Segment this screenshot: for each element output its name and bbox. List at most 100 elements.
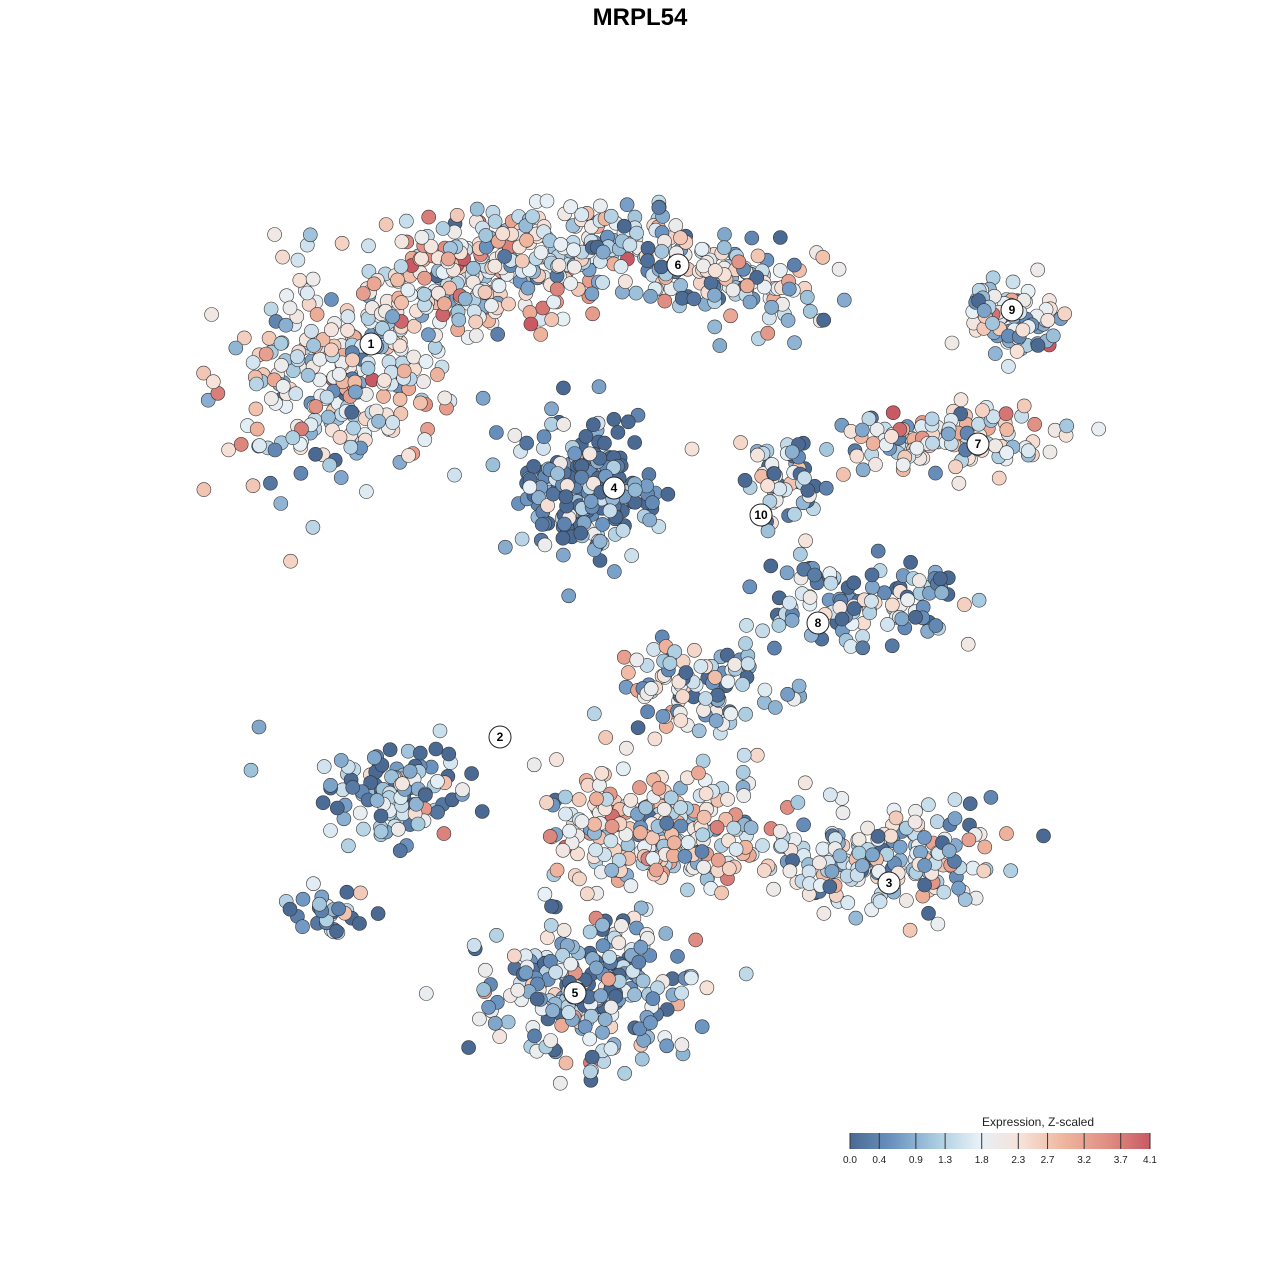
cell-point	[544, 312, 560, 327]
cell-point	[620, 665, 636, 680]
cluster-label-badge	[563, 981, 587, 1005]
cell-point	[373, 808, 389, 824]
cell-point	[345, 780, 361, 795]
cell-point	[755, 623, 770, 639]
cell-point	[363, 775, 378, 791]
cell-point	[907, 814, 923, 830]
cluster-label-1: 1	[359, 332, 383, 356]
cell-point	[846, 575, 862, 591]
cell-point	[549, 281, 565, 297]
cell-point	[1016, 398, 1032, 414]
cell-point	[633, 825, 648, 841]
cell-point	[731, 254, 747, 270]
cell-point	[545, 1003, 561, 1019]
cell-point	[802, 590, 818, 605]
cell-point	[571, 792, 587, 807]
legend-tick-label: 2.3	[1011, 1155, 1025, 1166]
cell-point	[324, 322, 339, 338]
cell-point	[647, 731, 663, 747]
cell-point	[352, 916, 367, 931]
cell-point	[651, 200, 667, 215]
cell-point	[895, 457, 911, 473]
cell-point	[233, 437, 249, 452]
cell-point	[760, 325, 776, 341]
cell-point	[613, 259, 629, 274]
cell-point	[485, 457, 501, 473]
cell-point	[578, 429, 594, 444]
cell-point	[196, 482, 212, 497]
cell-point	[526, 459, 542, 474]
cell-point	[461, 1040, 476, 1055]
cell-point	[602, 503, 618, 519]
cell-point	[629, 652, 645, 668]
cluster-label-8: 8	[806, 611, 830, 635]
cell-point	[394, 295, 409, 310]
cell-point	[733, 435, 748, 450]
cell-point	[735, 677, 750, 692]
cell-point	[543, 918, 559, 933]
cell-point	[855, 640, 871, 656]
cell-point	[703, 275, 719, 291]
cell-point	[691, 765, 706, 781]
cell-point	[401, 448, 416, 463]
cell-point	[544, 401, 559, 417]
cell-point	[323, 823, 338, 838]
cell-point	[855, 462, 871, 478]
cell-point	[738, 636, 753, 651]
cell-point	[436, 826, 452, 841]
cell-point	[674, 1037, 690, 1052]
cell-point	[282, 300, 298, 316]
cell-point	[285, 430, 301, 446]
cell-point	[615, 761, 631, 777]
cell-point	[699, 980, 715, 996]
cell-point	[394, 234, 410, 249]
cell-point	[279, 288, 294, 304]
cell-point	[831, 261, 847, 277]
cluster-label-badge	[602, 476, 626, 500]
cell-point	[791, 678, 807, 694]
cell-point	[316, 759, 332, 774]
cell-point	[780, 313, 796, 328]
cell-point	[720, 674, 736, 690]
cell-point	[322, 457, 338, 473]
cell-point	[618, 274, 633, 289]
cell-point	[799, 289, 815, 305]
cell-point	[784, 444, 800, 460]
cell-point	[410, 816, 426, 832]
cell-point	[607, 564, 622, 579]
cell-point	[709, 820, 725, 835]
cell-point	[868, 457, 883, 472]
cell-point	[324, 342, 339, 358]
cell-point	[786, 257, 802, 273]
cell-point	[402, 763, 418, 779]
cell-point	[999, 445, 1015, 461]
cell-point	[643, 681, 659, 696]
cell-point	[928, 618, 944, 633]
cell-point	[221, 442, 236, 458]
cell-point	[865, 847, 880, 863]
cell-point	[306, 338, 321, 353]
cell-point	[611, 935, 627, 951]
cell-point	[756, 279, 772, 295]
cell-point	[815, 841, 831, 857]
cell-point	[917, 830, 932, 845]
cell-point	[275, 249, 290, 265]
cell-point	[553, 237, 569, 252]
cell-point	[295, 891, 311, 907]
cell-point	[760, 478, 776, 494]
cell-point	[790, 795, 806, 810]
cell-point	[583, 1064, 598, 1080]
cell-point	[437, 296, 452, 312]
cell-point	[526, 757, 542, 773]
cell-point	[537, 537, 553, 553]
cell-point	[640, 253, 655, 269]
cell-point	[716, 240, 732, 255]
cell-point	[643, 288, 658, 304]
cell-point	[497, 249, 512, 264]
cell-point	[957, 597, 972, 612]
cell-point	[595, 517, 610, 532]
cell-point	[727, 657, 743, 672]
cell-point	[696, 859, 712, 875]
cell-point	[1042, 444, 1058, 460]
